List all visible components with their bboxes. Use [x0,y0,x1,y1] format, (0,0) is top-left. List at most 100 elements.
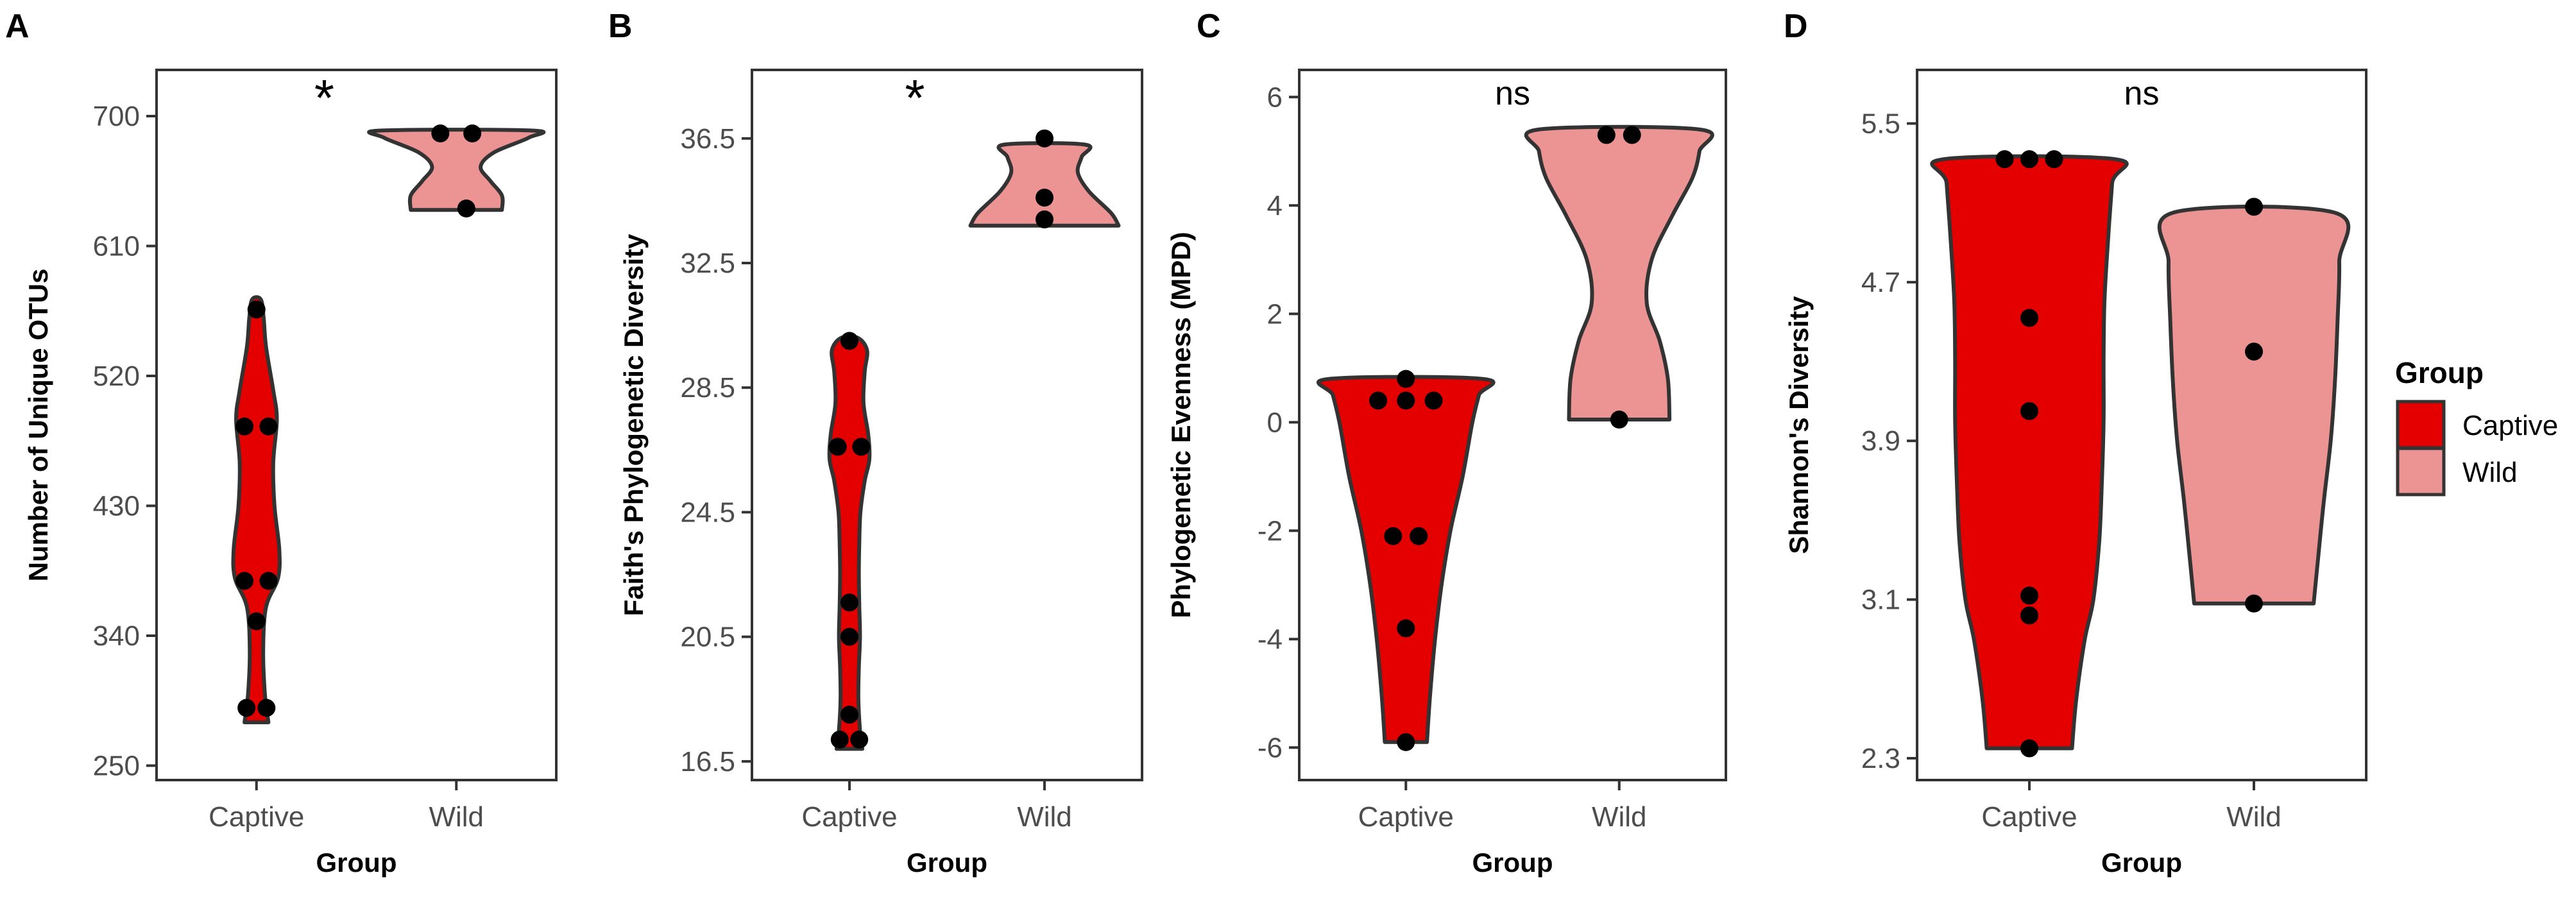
panel-letter: B [608,8,633,45]
data-point-captive [850,730,869,749]
y-tick-label: 2.3 [1861,743,1900,774]
data-point-wild [2245,343,2263,361]
x-tick-label: Captive [209,801,304,833]
panel-a: A 250 340 430 520 610 700 Captive Wild Group Numbe… [5,8,558,878]
y-tick-label: 700 [93,101,140,132]
x-tick-label: Wild [429,801,484,833]
legend-label-captive: Captive [2462,410,2558,441]
y-tick-label: 2 [1267,298,1283,330]
x-tick-label: Captive [1358,801,1454,833]
legend: Group Captive Wild [2395,356,2558,497]
y-tick-label: 6 [1267,81,1283,113]
data-point-captive [2020,402,2038,420]
y-tick-label: 340 [93,620,140,652]
data-point-captive [828,438,847,456]
violin-captive [231,295,282,724]
y-tick-label: 24.5 [680,497,735,528]
plot-frame [751,69,1143,781]
x-tick-label: Wild [1017,801,1072,833]
data-point-captive [840,627,858,646]
violin-captive [1930,154,2129,751]
y-tick-label: -6 [1258,732,1283,763]
data-point-wild [2245,594,2263,613]
data-point-captive [840,706,858,724]
y-tick-label: 3.1 [1861,584,1900,616]
data-point-wild [431,124,450,142]
x-axis-label: Group [316,847,397,878]
significance-label: ns [1495,75,1530,112]
legend-swatch-wild [2396,446,2446,497]
x-axis-label: Group [1472,847,1553,878]
y-tick-label: 0 [1267,407,1283,438]
data-point-wild [457,200,475,217]
data-point-captive [2020,739,2038,758]
data-point-wild [1036,210,1053,229]
data-point-captive [2045,150,2063,169]
data-point-captive [1369,391,1388,410]
data-point-captive [237,699,256,717]
x-tick-label: Captive [1981,801,2077,833]
data-point-captive [830,730,849,749]
data-point-captive [2020,150,2038,169]
data-point-captive [1397,370,1415,388]
legend-title: Group [2395,356,2484,389]
y-axis-label: Phylogenetic Evenness (MPD) [1166,232,1196,618]
panel-letter: C [1197,8,1221,45]
plot-frame [1916,69,2367,781]
significance-label: * [314,69,334,126]
violin-wild [2157,205,2351,606]
significance-label: * [905,69,925,126]
y-tick-label: -2 [1258,515,1283,547]
chart-panels: A 250 340 430 520 610 700 Captive Wild Group Numbe… [5,8,2367,878]
plot-frame [155,69,558,781]
data-point-captive [2020,606,2038,625]
data-point-captive [852,438,871,456]
data-point-captive [235,417,254,436]
y-axis-label: Shannon's Diversity [1784,296,1814,554]
x-axis-label: Group [2101,847,2182,878]
data-point-captive [1410,527,1428,545]
data-point-captive [840,332,858,350]
violin-wild [1524,124,1714,421]
significance-label: ns [2124,75,2160,112]
y-tick-label: 16.5 [680,746,735,777]
data-point-wild [1036,189,1053,207]
data-point-captive [259,572,278,590]
panel-c: C -6 -4 -2 0 2 4 6 Captive Wild Group Phylogenetic … [1166,8,1727,878]
legend-label-wild: Wild [2462,457,2518,488]
y-tick-label: 430 [93,491,140,522]
y-tick-label: 250 [93,751,140,782]
y-tick-label: 4.7 [1861,267,1900,298]
data-point-wild [1623,126,1641,144]
data-point-captive [1397,391,1415,410]
y-tick-label: 32.5 [680,248,735,279]
panel-letter: A [5,8,30,45]
plot-frame [1298,69,1727,781]
data-point-wild [2245,198,2263,216]
data-point-captive [235,572,254,590]
data-point-captive [840,593,858,612]
y-tick-label: 3.9 [1861,425,1900,457]
data-point-captive [259,417,278,436]
violin-wild [367,128,546,212]
data-point-wild [1036,129,1053,148]
violin-captive [827,334,872,751]
data-point-wild [1610,411,1628,429]
y-tick-label: 4 [1267,190,1283,221]
x-tick-label: Wild [2226,801,2282,833]
data-point-captive [1995,150,2014,169]
y-tick-label: 20.5 [680,622,735,653]
data-point-captive [2020,586,2038,605]
legend-swatch-captive [2396,400,2446,450]
x-tick-label: Wild [1592,801,1647,833]
x-axis-label: Group [907,847,987,878]
violin-captive [1316,375,1496,744]
data-point-captive [1397,733,1415,751]
data-point-captive [1384,527,1403,545]
data-point-captive [257,699,276,717]
y-tick-label: 5.5 [1861,108,1900,139]
data-point-wild [1597,126,1616,144]
y-tick-label: 36.5 [680,123,735,155]
y-tick-label: 520 [93,361,140,392]
data-point-captive [1424,391,1443,410]
